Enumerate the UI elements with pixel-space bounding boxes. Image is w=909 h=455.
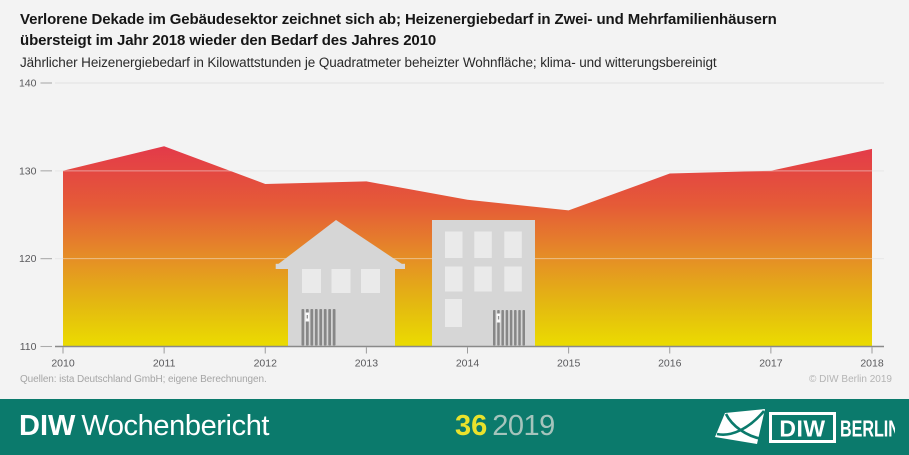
chart-subtitle: Jährlicher Heizenergiebedarf in Kilowatt…: [20, 55, 717, 70]
house-windows: [302, 269, 380, 293]
x-axis: [55, 345, 884, 354]
publication-brand: DIW: [19, 410, 76, 442]
svg-text:2018: 2018: [860, 358, 884, 370]
chart-title-line1: Verlorene Dekade im Gebäudesektor zeichn…: [20, 11, 777, 28]
logo-diw-box: [769, 412, 836, 443]
issue-badge: 36 2019: [455, 410, 555, 443]
svg-text:110: 110: [20, 341, 37, 353]
building-windows: [445, 231, 522, 327]
x-axis-labels: 2010 2011 2012 2013 2014 2015 2016 2017 2018: [51, 358, 884, 370]
svg-text:2011: 2011: [153, 358, 176, 370]
source-note: Quellen: ista Deutschland GmbH; eigene B…: [20, 374, 267, 385]
radiator-icon: [493, 310, 525, 346]
diw-berlin-logo: DIW BERLIN: [715, 409, 895, 444]
svg-text:2014: 2014: [456, 358, 480, 370]
publication-name: Wochenbericht: [81, 410, 270, 442]
svg-text:2017: 2017: [759, 358, 783, 370]
apartment-building-icon: [432, 220, 535, 346]
chart-title-line2: übersteigt im Jahr 2018 wieder den Bedar…: [20, 32, 437, 49]
logo-berlin-text: BERLIN: [840, 417, 895, 442]
chart-title: Verlorene Dekade im Gebäudesektor zeichn…: [20, 9, 895, 51]
logo-diw-text: DIW: [779, 416, 825, 442]
issue-year: 2019: [492, 410, 555, 442]
svg-text:120: 120: [19, 253, 37, 265]
svg-text:130: 130: [19, 165, 37, 177]
house-illustrations: [275, 220, 535, 346]
svg-text:140: 140: [19, 78, 37, 90]
y-axis-labels: 140 130 120 110: [19, 78, 52, 353]
logo-swoosh-down: [724, 413, 763, 441]
svg-text:2013: 2013: [355, 358, 379, 370]
issue-number: 36: [455, 410, 488, 442]
publication-title: DIW Wochenbericht: [19, 410, 269, 443]
svg-text:2015: 2015: [557, 358, 581, 370]
footer-bar: DIW Wochenbericht 36 2019 DIW BERLIN: [0, 399, 909, 455]
svg-text:2012: 2012: [254, 358, 278, 370]
svg-text:2016: 2016: [658, 358, 682, 370]
radiator-icon: [301, 309, 336, 346]
copyright-note: © DIW Berlin 2019: [809, 374, 892, 385]
svg-text:2010: 2010: [51, 358, 75, 370]
single-family-house-icon: [275, 220, 405, 346]
